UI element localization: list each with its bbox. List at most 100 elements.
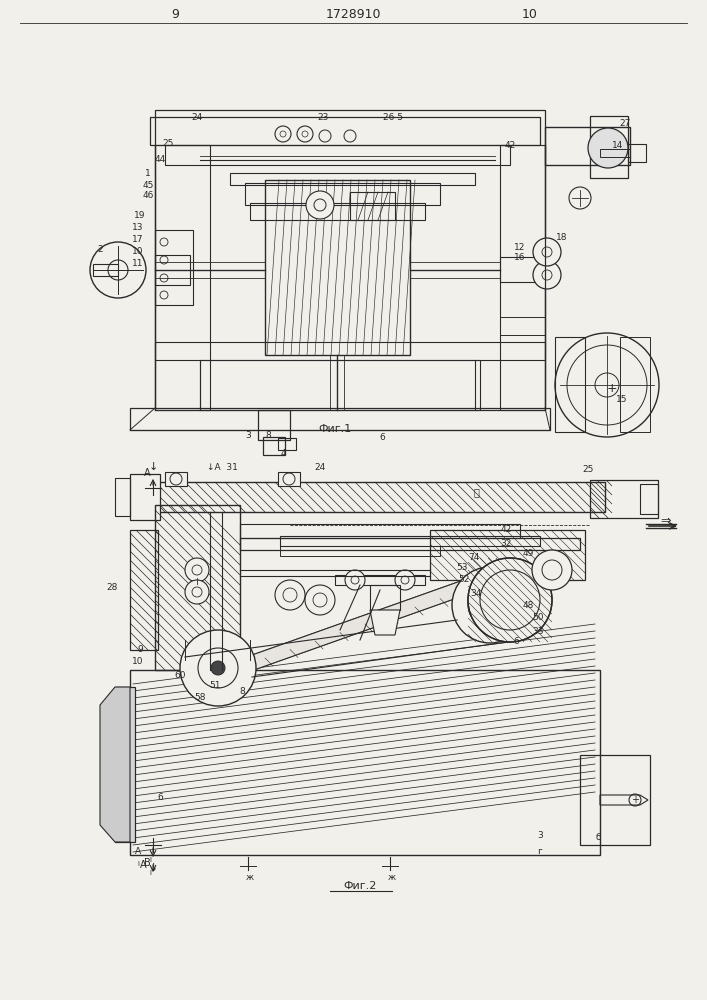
Bar	[580, 755, 650, 845]
Text: 25: 25	[583, 466, 594, 475]
Text: 13: 13	[132, 223, 144, 232]
Circle shape	[275, 126, 291, 142]
Circle shape	[452, 567, 528, 643]
Bar	[240, 524, 520, 538]
Circle shape	[180, 630, 256, 706]
Bar	[590, 480, 658, 518]
Bar	[280, 546, 440, 556]
Text: б: б	[595, 834, 601, 842]
Text: 8: 8	[239, 688, 245, 696]
Bar	[370, 585, 400, 610]
Bar	[628, 144, 646, 162]
Circle shape	[297, 126, 313, 142]
Text: +: +	[631, 795, 639, 805]
Text: 11: 11	[132, 259, 144, 268]
Text: 18: 18	[556, 233, 568, 242]
Bar	[500, 342, 545, 360]
Text: 26 5: 26 5	[383, 113, 403, 122]
Bar	[150, 117, 540, 145]
Text: 25: 25	[163, 139, 174, 148]
Text: 74: 74	[468, 554, 479, 562]
Bar	[155, 110, 545, 410]
Polygon shape	[100, 687, 130, 842]
Text: 24: 24	[192, 113, 203, 122]
Text: 45: 45	[142, 180, 153, 190]
Text: A: A	[144, 468, 151, 478]
Bar	[155, 342, 545, 360]
Circle shape	[395, 570, 415, 590]
Bar	[155, 505, 240, 670]
Bar	[500, 257, 540, 282]
Bar	[278, 472, 300, 486]
Bar	[500, 317, 545, 335]
Text: ↓: ↓	[148, 462, 158, 472]
Bar	[240, 538, 580, 550]
Bar	[115, 478, 130, 516]
Text: A: A	[140, 860, 146, 870]
Text: I: I	[149, 857, 151, 863]
Bar	[155, 230, 193, 305]
Text: 51: 51	[209, 680, 221, 690]
Text: 19: 19	[134, 211, 146, 220]
Text: 6: 6	[157, 792, 163, 802]
Text: 49: 49	[522, 550, 534, 558]
Bar	[93, 264, 118, 276]
Text: A: A	[135, 848, 141, 856]
Text: 24: 24	[315, 462, 326, 472]
Text: 2: 2	[97, 245, 103, 254]
Circle shape	[306, 191, 334, 219]
Text: 42: 42	[501, 526, 512, 534]
Bar	[130, 474, 160, 520]
Text: ж: ж	[246, 872, 254, 882]
Text: 32: 32	[501, 540, 512, 548]
Circle shape	[533, 238, 561, 266]
Text: ж: ж	[388, 872, 396, 882]
Bar	[165, 145, 510, 165]
Text: 17: 17	[132, 235, 144, 244]
Text: 14: 14	[612, 140, 624, 149]
Text: 6: 6	[379, 434, 385, 442]
Circle shape	[344, 130, 356, 142]
Bar	[155, 482, 605, 512]
Text: ↓A  31: ↓A 31	[206, 462, 238, 472]
Text: +: +	[607, 381, 617, 394]
Text: 52: 52	[458, 576, 469, 584]
Bar	[200, 360, 480, 410]
Bar	[640, 484, 658, 514]
Text: 3: 3	[245, 432, 251, 440]
Bar	[155, 145, 210, 410]
Bar	[590, 116, 628, 178]
Text: ⇒: ⇒	[661, 514, 671, 528]
Polygon shape	[370, 610, 400, 635]
Bar	[278, 438, 296, 450]
Polygon shape	[210, 560, 530, 682]
Text: 9: 9	[171, 8, 179, 21]
Text: 8: 8	[265, 432, 271, 440]
Bar	[500, 145, 545, 410]
Circle shape	[275, 580, 305, 610]
Bar	[115, 687, 135, 842]
Text: 1728910: 1728910	[325, 8, 381, 21]
Text: 23: 23	[317, 113, 329, 122]
Bar	[265, 180, 410, 355]
Text: 10: 10	[522, 8, 538, 21]
Circle shape	[468, 558, 552, 642]
Text: 10: 10	[132, 658, 144, 666]
Circle shape	[555, 333, 659, 437]
Bar	[600, 149, 630, 157]
Text: 12: 12	[514, 242, 526, 251]
Text: 46: 46	[142, 192, 153, 200]
Circle shape	[532, 550, 572, 590]
Text: 15: 15	[617, 395, 628, 404]
Text: 58: 58	[194, 694, 206, 702]
Text: 4: 4	[280, 450, 286, 458]
Text: 3: 3	[537, 830, 543, 840]
Circle shape	[588, 128, 628, 168]
Circle shape	[345, 570, 365, 590]
Bar	[258, 410, 290, 440]
Bar	[555, 337, 585, 432]
Bar	[430, 530, 585, 580]
Bar	[350, 192, 395, 220]
Bar	[263, 437, 285, 455]
Circle shape	[211, 661, 225, 675]
